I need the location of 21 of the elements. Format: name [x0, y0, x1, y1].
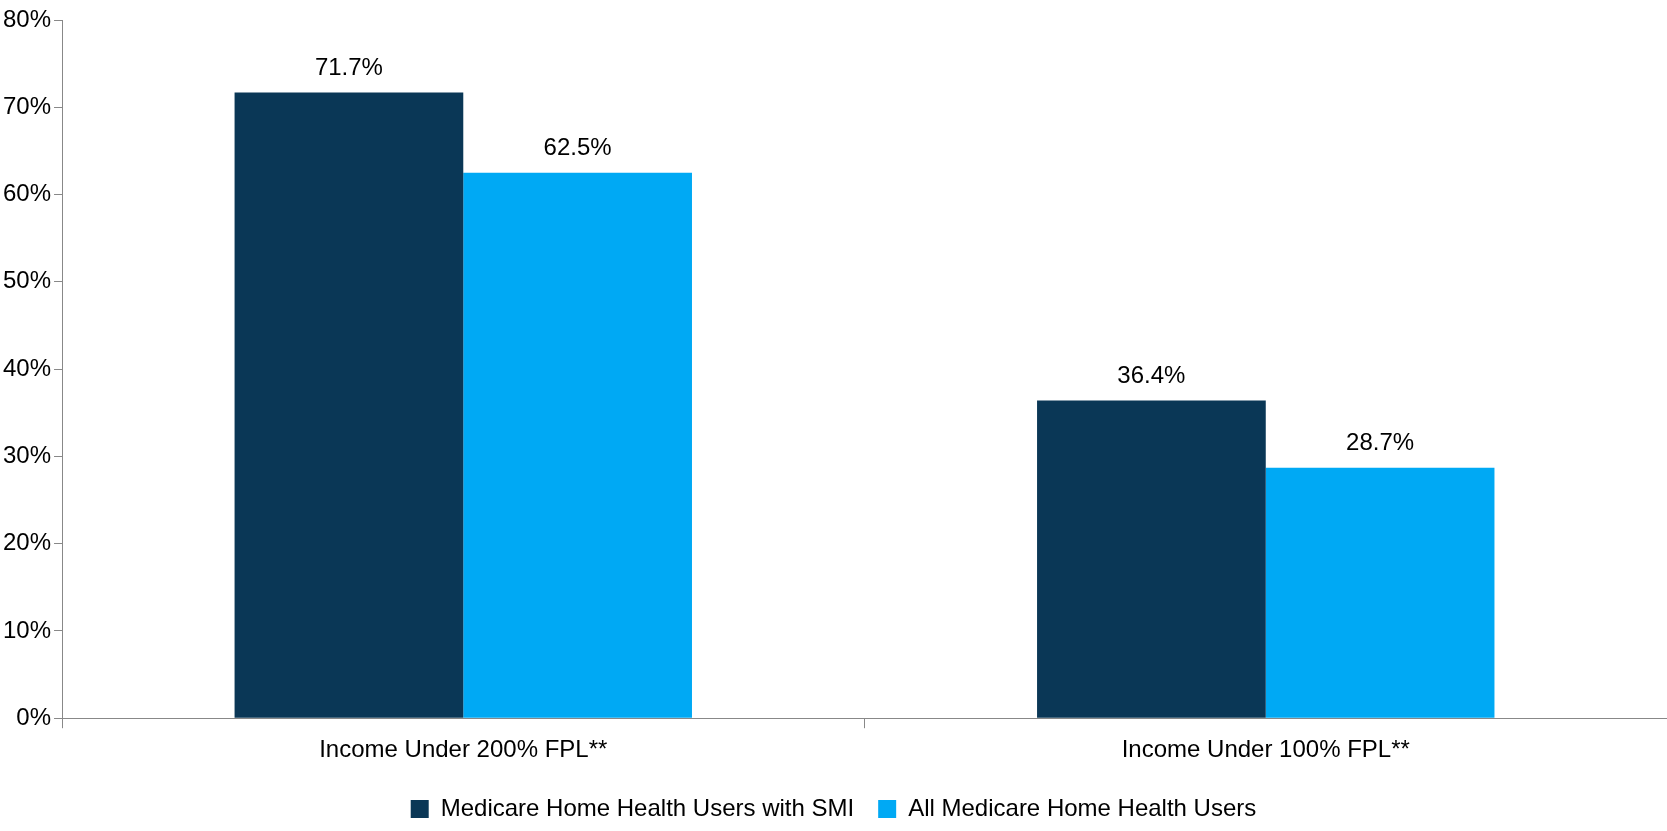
data-label: 62.5%: [543, 133, 612, 161]
x-tick-label: Income Under 200% FPL**: [319, 735, 608, 763]
bar: [463, 172, 692, 718]
y-tick-label: 0%: [16, 702, 52, 730]
data-label: 71.7%: [314, 53, 383, 81]
y-tick-label: 80%: [2, 4, 52, 32]
bar: [234, 92, 464, 718]
y-tick-label: 40%: [2, 353, 52, 381]
y-tick-label: 50%: [2, 266, 52, 294]
x-tick-label: Income Under 100% FPL**: [1121, 735, 1410, 763]
legend-label: Medicare Home Health Users with SMI: [440, 793, 855, 821]
y-tick-label: 70%: [2, 91, 52, 119]
y-tick-label: 60%: [2, 179, 52, 207]
data-label: 36.4%: [1117, 361, 1186, 389]
bar: [1265, 467, 1495, 718]
y-tick-label: 10%: [2, 615, 52, 643]
bar: [1037, 400, 1266, 718]
y-tick-label: 20%: [2, 528, 52, 556]
y-tick-label: 30%: [2, 441, 52, 468]
data-label: 28.7%: [1346, 428, 1415, 456]
legend-label: All Medicare Home Health Users: [908, 793, 1257, 821]
